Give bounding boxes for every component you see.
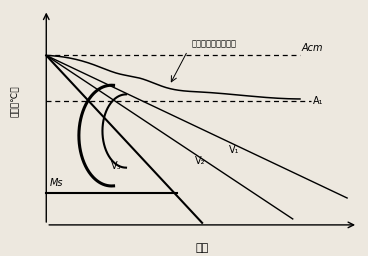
Text: 过共析碳化物折出线: 过共析碳化物折出线: [191, 40, 236, 49]
Text: Acm: Acm: [302, 43, 323, 53]
Text: 温度（℃）: 温度（℃）: [11, 86, 20, 117]
Text: A₁: A₁: [313, 96, 323, 106]
Text: V₁: V₁: [229, 145, 240, 155]
Text: V₂: V₂: [195, 156, 205, 166]
Text: V₃: V₃: [111, 161, 121, 171]
Text: Ms: Ms: [50, 178, 63, 188]
Text: 时间: 时间: [195, 243, 209, 253]
